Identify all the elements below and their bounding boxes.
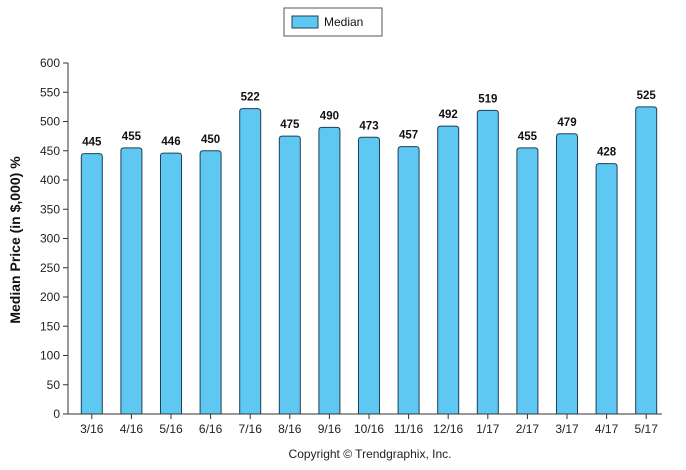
data-label: 525 <box>637 90 657 102</box>
bar <box>278 135 301 415</box>
x-tick-label: 4/16 <box>120 422 144 436</box>
data-label: 492 <box>439 109 458 121</box>
bar <box>199 150 222 415</box>
y-tick-label: 300 <box>40 232 60 246</box>
data-label: 490 <box>320 110 339 122</box>
bar <box>80 153 103 415</box>
x-tick-label: 5/17 <box>635 422 659 436</box>
y-tick-label: 250 <box>40 261 60 275</box>
bar <box>476 109 499 415</box>
y-tick-label: 50 <box>47 378 61 392</box>
y-axis-label: Median Price (in $,000) % <box>7 156 23 324</box>
x-tick-label: 5/16 <box>159 422 183 436</box>
data-label: 519 <box>478 93 497 105</box>
x-axis: 3/16 4/16 5/16 6/16 7/16 8/16 9/16 10/16 11/16 12… <box>68 413 662 436</box>
legend: Median <box>283 7 383 37</box>
bar <box>239 108 262 415</box>
data-label: 428 <box>597 147 617 159</box>
y-tick-label: 0 <box>53 407 60 421</box>
x-tick-label: 10/16 <box>354 422 384 436</box>
data-label: 479 <box>557 117 576 129</box>
x-tick-label: 8/16 <box>278 422 302 436</box>
x-tick-label: 4/17 <box>595 422 619 436</box>
copyright-footer: Copyright © Trendgraphix, Inc. <box>289 447 452 461</box>
bar <box>397 146 420 415</box>
y-tick-label: 150 <box>40 319 60 333</box>
bar <box>556 133 578 415</box>
y-tick-label: 350 <box>40 202 60 216</box>
x-tick-label: 12/16 <box>433 422 463 436</box>
y-tick-label: 200 <box>40 290 60 304</box>
data-label: 475 <box>280 119 300 131</box>
y-tick-label: 400 <box>40 173 60 187</box>
y-tick-label: 600 <box>40 56 60 70</box>
data-label: 450 <box>201 134 220 146</box>
y-tick-label: 100 <box>40 349 60 363</box>
data-label: 473 <box>359 120 378 132</box>
legend-label: Median <box>324 15 363 29</box>
x-tick-label: 11/16 <box>394 422 423 436</box>
y-tick-label: 550 <box>40 85 60 99</box>
data-label: 522 <box>241 92 260 104</box>
x-tick-label: 7/16 <box>239 422 263 436</box>
legend-swatch <box>291 15 319 29</box>
bar <box>437 125 460 415</box>
y-tick-label: 500 <box>40 115 60 129</box>
bar <box>635 106 658 415</box>
bar <box>160 152 182 415</box>
data-label: 446 <box>161 136 180 148</box>
bar <box>120 147 143 415</box>
x-tick-label: 3/16 <box>80 422 104 436</box>
x-tick-label: 3/17 <box>555 422 579 436</box>
y-tick-label: 450 <box>40 144 60 158</box>
bar <box>358 136 380 415</box>
bar <box>595 163 618 415</box>
x-tick-label: 2/17 <box>516 422 540 436</box>
x-tick-label: 6/16 <box>199 422 223 436</box>
data-label: 455 <box>122 131 142 143</box>
bar <box>516 147 539 415</box>
data-label: 457 <box>399 130 418 142</box>
x-tick-label: 9/16 <box>318 422 342 436</box>
y-axis: 0 50 100 150 200 250 300 350 400 450 500 550 600 <box>40 56 69 421</box>
bars: 445 455 446 450 522 475 490 473 457 492 519 455 479 4… <box>80 90 658 415</box>
data-label: 455 <box>518 131 538 143</box>
bar <box>318 126 341 415</box>
data-label: 445 <box>82 137 102 149</box>
x-tick-label: 1/17 <box>476 422 500 436</box>
